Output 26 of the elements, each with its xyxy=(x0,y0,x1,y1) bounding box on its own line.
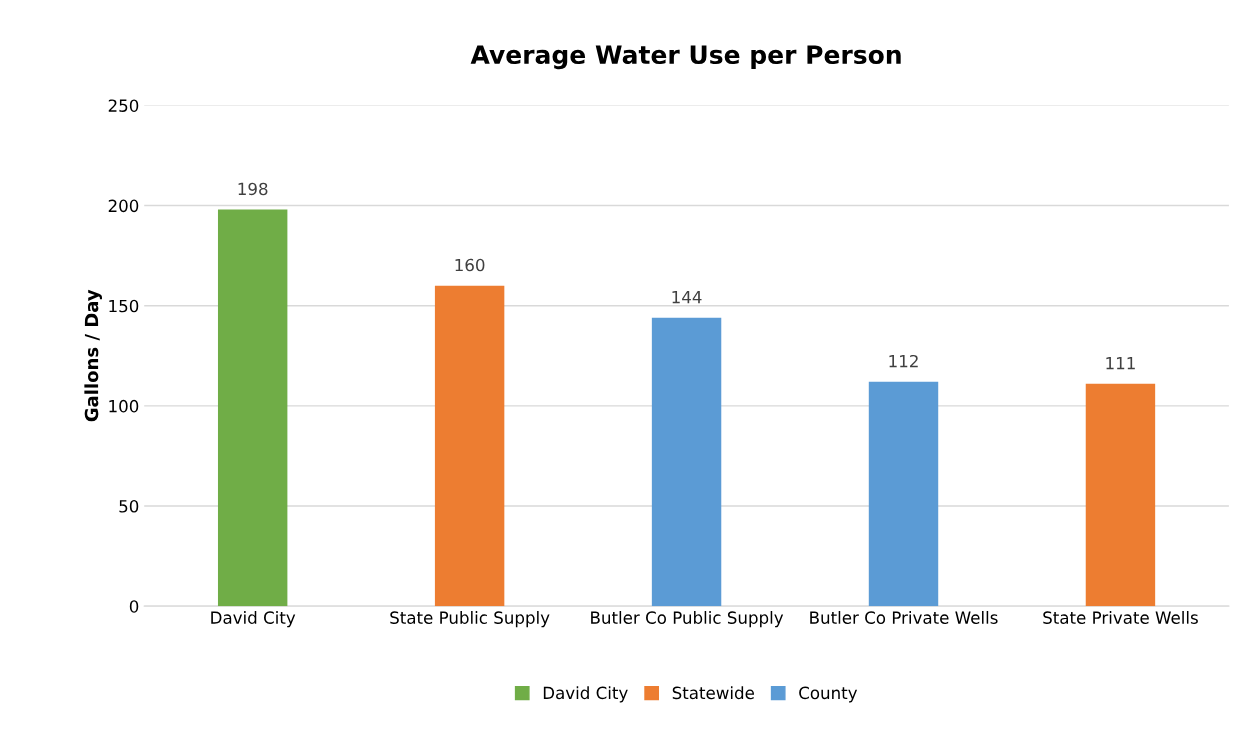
data-label: 160 xyxy=(455,258,485,272)
bar xyxy=(217,209,288,607)
bar xyxy=(868,381,939,607)
data-label: 198 xyxy=(238,182,268,196)
bar xyxy=(1085,383,1156,607)
legend-label: County xyxy=(799,686,858,703)
x-tick-label: Butler Co Private Wells xyxy=(810,611,998,624)
bar xyxy=(651,317,722,607)
x-tick-label: Butler Co Public Supply xyxy=(591,611,784,628)
y-tick-label: 200 xyxy=(108,199,139,213)
y-tick-label: 0 xyxy=(129,600,139,613)
data-label: 111 xyxy=(1106,357,1135,370)
chart-title: Average Water Use per Person xyxy=(470,45,901,70)
y-axis-title: Gallons / Day xyxy=(84,289,102,422)
y-tick-label: 50 xyxy=(119,499,139,513)
legend-label: Statewide xyxy=(672,686,754,700)
x-tick-label: David City xyxy=(211,611,296,628)
data-label: 112 xyxy=(889,354,918,368)
legend-label: David City xyxy=(543,686,628,703)
y-tick-label: 100 xyxy=(109,399,139,413)
data-label: 144 xyxy=(672,291,702,304)
bar xyxy=(434,285,505,607)
y-tick-label: 250 xyxy=(108,99,139,112)
y-tick-label: 150 xyxy=(109,299,139,313)
x-tick-label: State Private Wells xyxy=(1043,611,1198,624)
x-tick-label: State Public Supply xyxy=(390,611,550,628)
